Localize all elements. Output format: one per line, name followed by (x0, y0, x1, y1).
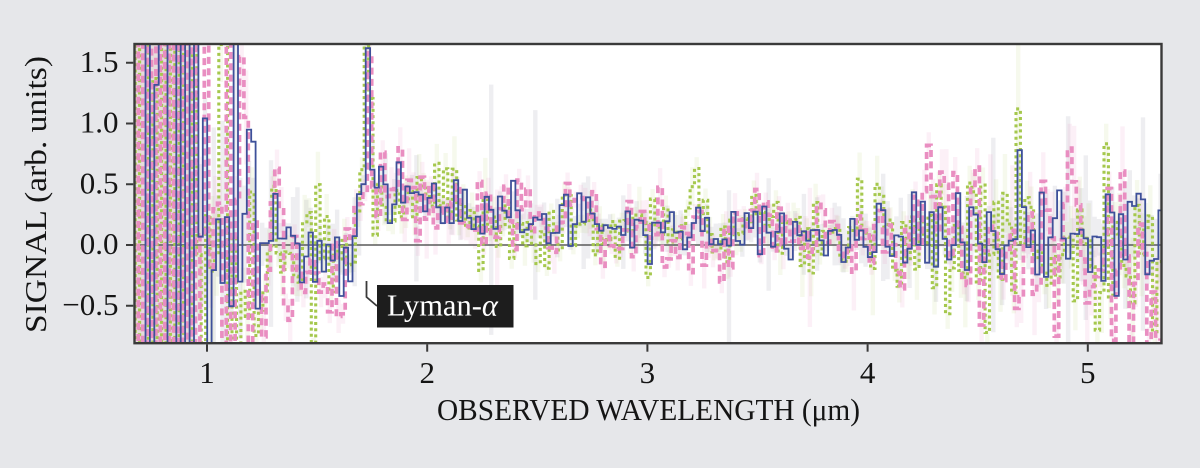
svg-text:4: 4 (860, 355, 876, 390)
svg-text:0.0: 0.0 (80, 226, 119, 261)
svg-text:5: 5 (1080, 355, 1096, 390)
svg-text:1: 1 (199, 355, 215, 390)
svg-text:2: 2 (419, 355, 435, 390)
svg-text:OBSERVED WAVELENGTH (μm): OBSERVED WAVELENGTH (μm) (437, 392, 860, 427)
svg-text:1.0: 1.0 (80, 105, 119, 140)
svg-text:3: 3 (640, 355, 656, 390)
svg-text:1.5: 1.5 (80, 44, 119, 79)
svg-text:SIGNAL (arb. units): SIGNAL (arb. units) (18, 56, 53, 333)
svg-text:0.5: 0.5 (80, 165, 119, 200)
svg-text:Lyman-α: Lyman-α (387, 289, 499, 323)
svg-text:−0.5: −0.5 (62, 287, 118, 322)
